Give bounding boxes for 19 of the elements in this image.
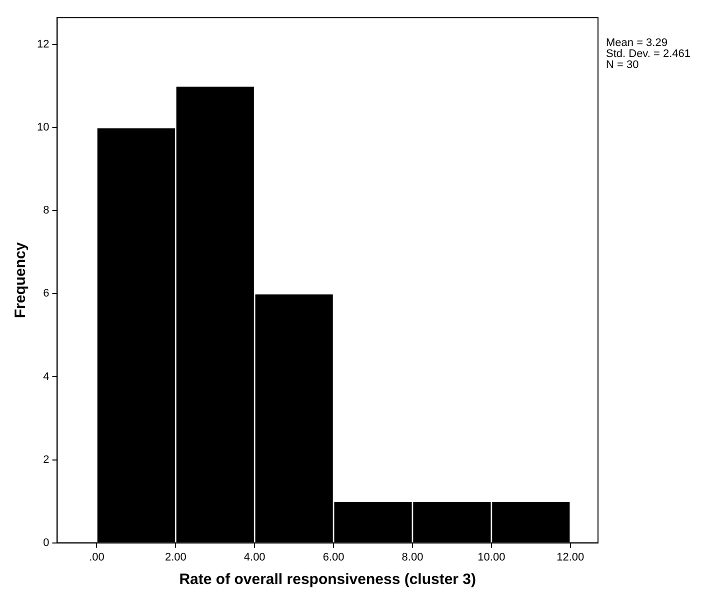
text: Std. Dev. = 2.461 [606, 48, 690, 60]
x-axis-title: Rate of overall responsiveness (cluster 3) [179, 571, 476, 588]
x-tick-label: 12.00 [556, 551, 584, 564]
y-tick-label: 8 [43, 204, 50, 217]
x-tick-label: 2.00 [164, 551, 186, 564]
y-tick-label: 10 [36, 122, 50, 134]
y-tick-label: 0 [43, 536, 50, 549]
y-axis-title: Frequency [12, 242, 30, 318]
text: N = 30 [606, 59, 639, 72]
x-tick-label: .00 [89, 551, 104, 564]
y-tick-label: 12 [36, 38, 50, 51]
x-tick-label: 4.00 [244, 551, 266, 564]
x-tick-label: 10.00 [478, 551, 506, 564]
y-tick-label: 4 [43, 370, 50, 383]
x-tick-label: 6.00 [322, 551, 344, 564]
text: Mean = 3.29 [606, 37, 668, 50]
x-tick-label: 8.00 [402, 551, 424, 564]
y-tick-label: 2 [43, 454, 50, 466]
y-tick-label: 6 [43, 288, 50, 300]
